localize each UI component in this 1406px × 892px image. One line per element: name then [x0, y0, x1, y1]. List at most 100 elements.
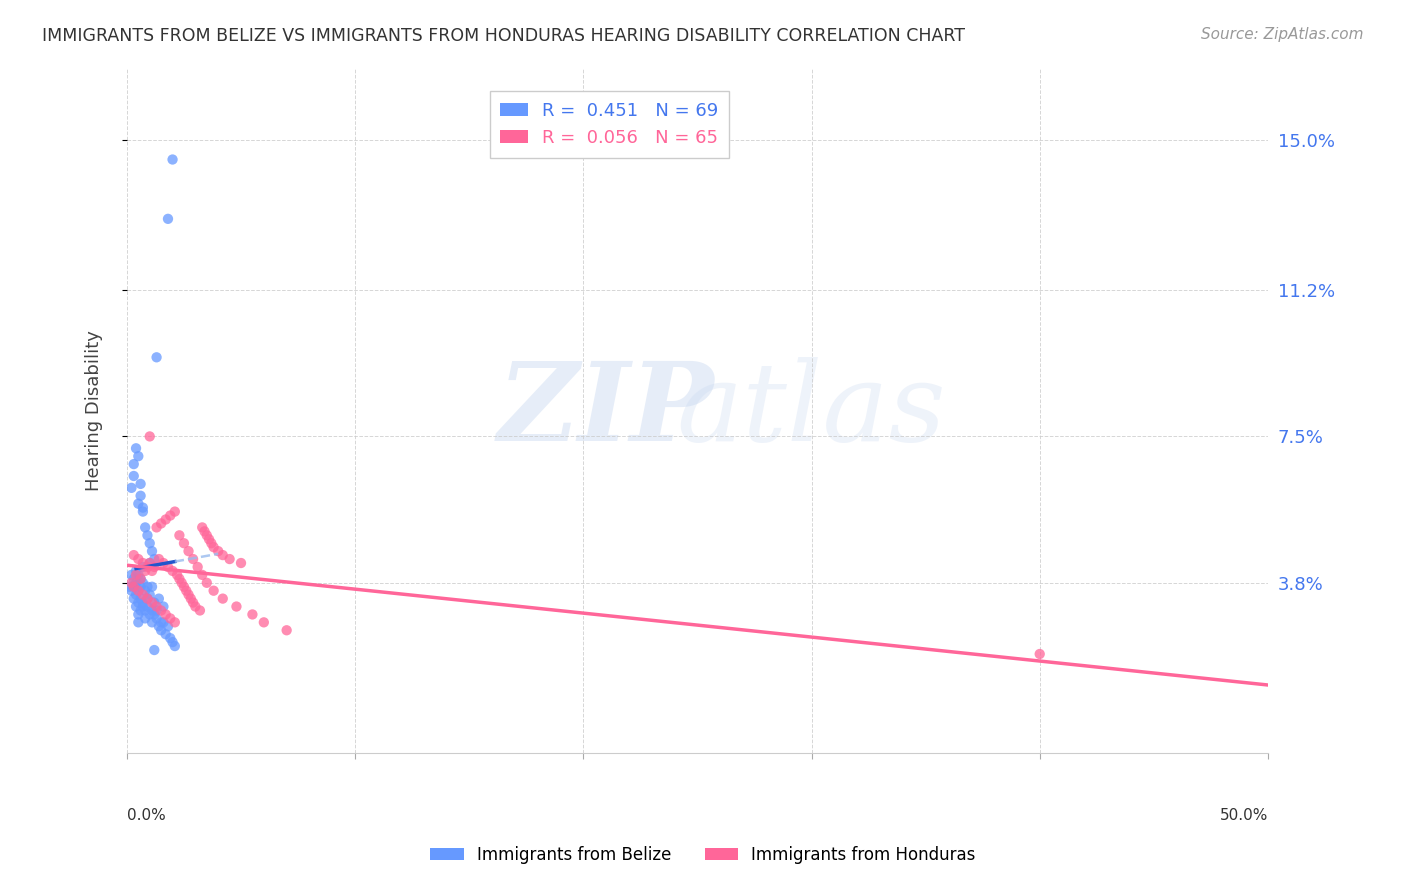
Point — [159, 508, 181, 523]
Point — [145, 351, 167, 365]
Point — [177, 588, 200, 602]
Text: atlas: atlas — [676, 357, 946, 465]
Point — [211, 548, 233, 562]
Point — [136, 528, 159, 542]
Point — [159, 631, 181, 645]
Point — [127, 583, 149, 598]
Point — [127, 583, 149, 598]
Point — [121, 583, 143, 598]
Point — [129, 591, 152, 606]
Point — [138, 536, 160, 550]
Point — [129, 489, 152, 503]
Point — [174, 583, 197, 598]
Point — [127, 497, 149, 511]
Text: IMMIGRANTS FROM BELIZE VS IMMIGRANTS FROM HONDURAS HEARING DISABILITY CORRELATIO: IMMIGRANTS FROM BELIZE VS IMMIGRANTS FRO… — [42, 27, 965, 45]
Point — [207, 544, 229, 558]
Point — [122, 469, 145, 483]
Point — [121, 575, 143, 590]
Point — [141, 615, 163, 630]
Point — [200, 536, 222, 550]
Point — [122, 572, 145, 586]
Point — [195, 575, 218, 590]
Point — [122, 457, 145, 471]
Point — [177, 544, 200, 558]
Point — [125, 599, 148, 614]
Point — [163, 639, 186, 653]
Point — [129, 572, 152, 586]
Point — [134, 611, 156, 625]
Point — [141, 580, 163, 594]
Point — [138, 607, 160, 622]
Point — [145, 611, 167, 625]
Point — [141, 603, 163, 617]
Point — [136, 591, 159, 606]
Point — [184, 599, 207, 614]
Point — [166, 567, 188, 582]
Point — [156, 211, 179, 226]
Point — [122, 591, 145, 606]
Point — [198, 533, 221, 547]
Point — [122, 580, 145, 594]
Point — [156, 560, 179, 574]
Point — [141, 596, 163, 610]
Point — [229, 556, 252, 570]
Point — [134, 520, 156, 534]
Point — [150, 603, 173, 617]
Point — [129, 603, 152, 617]
Point — [136, 580, 159, 594]
Point — [138, 556, 160, 570]
Point — [132, 599, 155, 614]
Point — [134, 603, 156, 617]
Point — [127, 596, 149, 610]
Y-axis label: Hearing Disability: Hearing Disability — [86, 330, 103, 491]
Point — [125, 442, 148, 456]
Point — [242, 607, 264, 622]
Point — [132, 505, 155, 519]
Point — [202, 540, 225, 554]
Point — [134, 583, 156, 598]
Point — [211, 591, 233, 606]
Point — [150, 516, 173, 531]
Point — [173, 536, 195, 550]
Point — [125, 575, 148, 590]
Point — [170, 575, 193, 590]
Point — [138, 429, 160, 443]
Point — [155, 607, 177, 622]
Point — [129, 476, 152, 491]
Point — [1028, 647, 1050, 661]
Point — [159, 611, 181, 625]
Point — [129, 572, 152, 586]
Point — [122, 548, 145, 562]
Point — [143, 643, 166, 657]
Point — [132, 588, 155, 602]
Point — [195, 528, 218, 542]
Point — [143, 596, 166, 610]
Point — [162, 153, 184, 167]
Point — [148, 591, 170, 606]
Point — [121, 481, 143, 495]
Point — [141, 544, 163, 558]
Point — [122, 580, 145, 594]
Point — [145, 603, 167, 617]
Point — [202, 583, 225, 598]
Point — [127, 552, 149, 566]
Point — [163, 505, 186, 519]
Point — [121, 567, 143, 582]
Point — [169, 528, 191, 542]
Point — [155, 627, 177, 641]
Text: 0.0%: 0.0% — [127, 808, 166, 823]
Point — [225, 599, 247, 614]
Point — [150, 624, 173, 638]
Point — [132, 560, 155, 574]
Legend: Immigrants from Belize, Immigrants from Honduras: Immigrants from Belize, Immigrants from … — [423, 839, 983, 871]
Text: Source: ZipAtlas.com: Source: ZipAtlas.com — [1201, 27, 1364, 42]
Point — [125, 564, 148, 578]
Point — [127, 449, 149, 463]
Point — [148, 552, 170, 566]
Point — [132, 556, 155, 570]
Point — [127, 607, 149, 622]
Text: 50.0%: 50.0% — [1219, 808, 1268, 823]
Point — [143, 552, 166, 566]
Point — [127, 567, 149, 582]
Point — [145, 599, 167, 614]
